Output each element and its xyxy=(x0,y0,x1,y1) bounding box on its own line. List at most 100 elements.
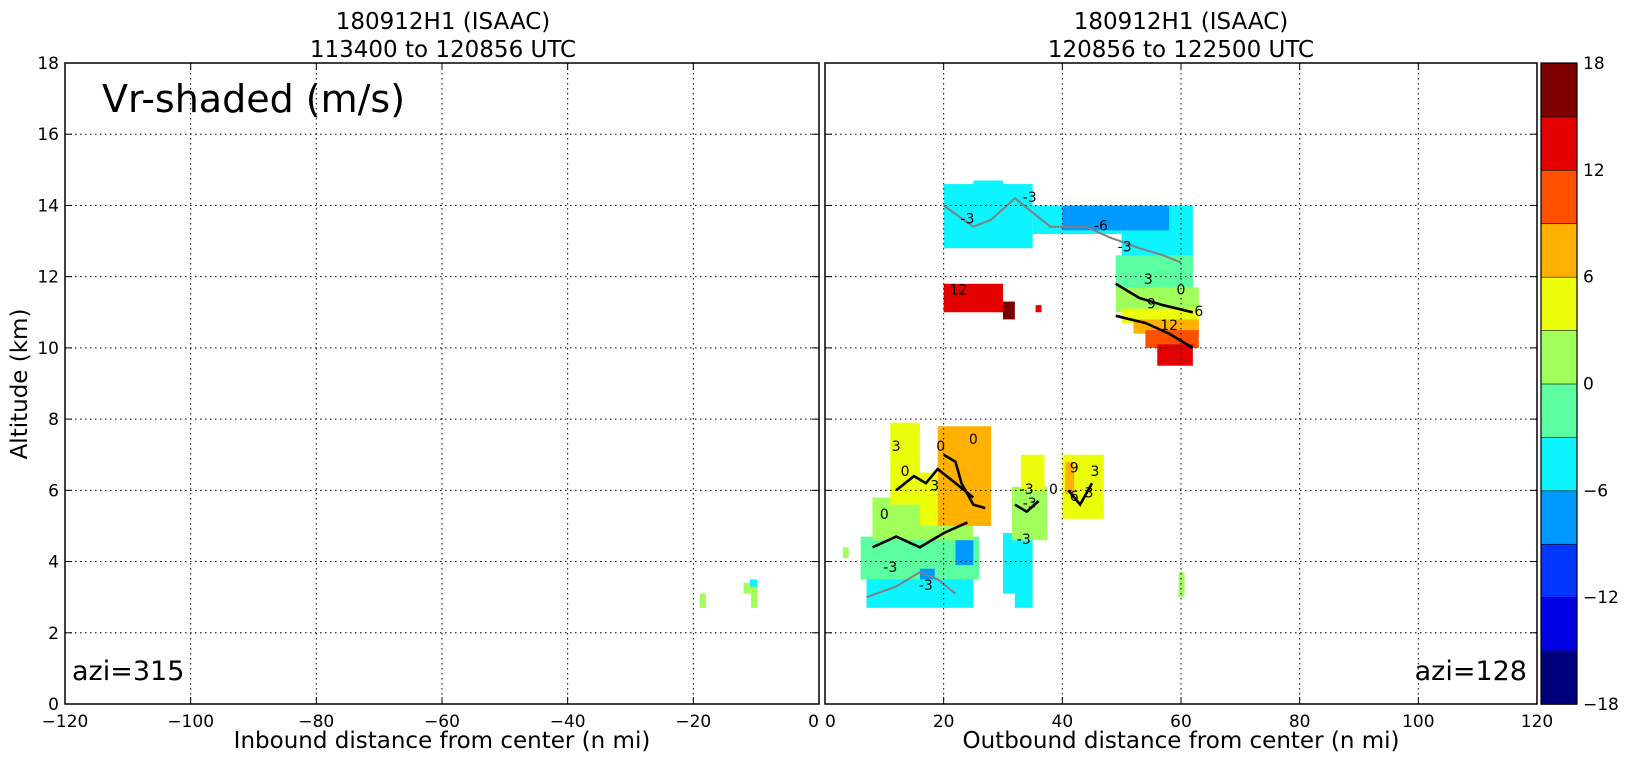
right-data-cell xyxy=(1014,540,1033,608)
left-grid xyxy=(65,63,819,704)
right-data-cell xyxy=(1133,319,1199,334)
right-title-line2: 120856 to 122500 UTC xyxy=(1048,37,1314,63)
colorbar-band xyxy=(1540,329,1578,385)
right-contour-label: 0 xyxy=(1177,282,1186,298)
y-tick-label: 6 xyxy=(48,481,59,501)
left-x-ticks: −120 −100 −80 −60 −40 −20 0 xyxy=(42,63,820,732)
right-x-tick-label: 40 xyxy=(1052,712,1074,732)
colorbar-tick-label: 6 xyxy=(1583,268,1594,288)
colorbar-tick-label: 18 xyxy=(1583,54,1605,74)
right-contour-label: -3 xyxy=(1023,496,1037,512)
y-tick-label: 0 xyxy=(48,695,59,715)
right-contour-label: -3 xyxy=(1020,482,1034,498)
right-contour-label: 12 xyxy=(950,282,968,298)
right-contour-line xyxy=(895,467,975,499)
right-data-cell xyxy=(1065,461,1075,494)
left-x-tick-label: −100 xyxy=(167,712,214,732)
right-title-line1: 180912H1 (ISAAC) xyxy=(1074,9,1289,35)
left-y-ticks: 0 2 4 6 8 10 12 14 16 18 xyxy=(37,54,819,715)
colorbar-band xyxy=(1540,383,1578,438)
right-data-cell xyxy=(1011,486,1048,541)
right-x-ticks: 0 20 40 60 80 100 120 xyxy=(824,62,1553,732)
right-x-tick-label: 60 xyxy=(1170,712,1192,732)
colorbar-frame xyxy=(1540,62,1578,705)
left-x-tick-label: −60 xyxy=(424,712,460,732)
right-contour-label: -6 xyxy=(1094,218,1108,234)
left-panel: 180912H1 (ISAAC) 113400 to 120856 UTC −1… xyxy=(7,9,820,754)
colorbar-tick-label: −12 xyxy=(1583,588,1619,608)
y-tick-label: 14 xyxy=(37,196,59,216)
colorbar: −18 −12 −6 0 6 12 18 xyxy=(1540,54,1619,715)
right-contour-label: 3 xyxy=(1091,464,1100,480)
right-contour-label: 12 xyxy=(1160,318,1178,334)
right-azimuth-label: azi=128 xyxy=(1415,656,1527,687)
colorbar-band xyxy=(1540,596,1578,652)
right-contour-label: -3 xyxy=(1017,532,1031,548)
colorbar-ticks: −18 −12 −6 0 6 12 18 xyxy=(1583,54,1619,715)
right-contour-line xyxy=(1115,282,1194,314)
colorbar-bands xyxy=(1540,62,1578,705)
right-grid xyxy=(825,63,1537,704)
right-data-cells xyxy=(842,180,1199,608)
right-data-cell xyxy=(955,540,974,566)
left-title-line1: 180912H1 (ISAAC) xyxy=(336,9,551,35)
right-data-cell xyxy=(1020,454,1045,491)
y-tick-label: 16 xyxy=(37,125,59,145)
colorbar-band xyxy=(1540,650,1578,705)
left-data-cell xyxy=(751,590,758,608)
colorbar-band xyxy=(1540,543,1578,598)
right-contour-label: -3 xyxy=(1118,240,1132,256)
right-contour-line xyxy=(943,196,1182,264)
y-tick-label: 10 xyxy=(37,339,59,359)
colorbar-band xyxy=(1540,62,1578,118)
right-data-cell xyxy=(1035,305,1042,313)
colorbar-tick-label: 12 xyxy=(1583,161,1605,181)
left-title-line2: 113400 to 120856 UTC xyxy=(310,37,576,63)
left-x-tick-label: −120 xyxy=(42,712,89,732)
left-data-cell xyxy=(743,582,758,594)
right-data-cell xyxy=(842,547,849,558)
right-contour-label: 0 xyxy=(969,432,978,448)
right-data-cell xyxy=(1157,344,1193,366)
colorbar-band xyxy=(1540,490,1578,545)
right-x-tick-label: 20 xyxy=(933,712,955,732)
y-tick-label: 2 xyxy=(48,624,59,644)
colorbar-band xyxy=(1540,116,1578,171)
colorbar-tick-label: −18 xyxy=(1583,695,1619,715)
y-tick-label: 4 xyxy=(48,553,59,573)
right-contour-line xyxy=(1014,500,1040,514)
right-contour-label: 3 xyxy=(930,478,939,494)
colorbar-tick-label: −6 xyxy=(1583,481,1608,501)
y-tick-label: 18 xyxy=(37,54,59,74)
right-data-cell xyxy=(1003,301,1015,320)
right-contour-line xyxy=(1067,482,1094,507)
colorbar-band xyxy=(1540,276,1578,331)
right-contour-label: 6 xyxy=(1194,304,1203,320)
right-contour-label: -3 xyxy=(919,578,933,594)
left-azimuth-label: azi=315 xyxy=(72,656,184,687)
right-data-cell xyxy=(1178,572,1185,598)
right-data-cell xyxy=(973,180,1003,195)
right-data-cell xyxy=(919,472,938,526)
left-x-tick-label: −80 xyxy=(298,712,334,732)
right-x-tick-label: 100 xyxy=(1402,712,1434,732)
right-contour-label: 6 xyxy=(1070,489,1079,505)
right-x-tick-label: 80 xyxy=(1289,712,1311,732)
left-data-cells xyxy=(699,579,758,608)
left-x-tick-label: −20 xyxy=(675,712,711,732)
right-contour-line xyxy=(943,453,986,510)
y-tick-label: 12 xyxy=(37,268,59,288)
right-contour-label: 0 xyxy=(901,464,910,480)
right-contour-label: 0 xyxy=(1049,482,1058,498)
right-contour-label: -3 xyxy=(1023,190,1037,206)
right-x-axis-label: Outbound distance from center (n mi) xyxy=(963,728,1400,754)
right-x-tick-label: 120 xyxy=(1521,712,1553,732)
right-panel: 180912H1 (ISAAC) 120856 to 122500 UTC 0 2… xyxy=(824,9,1553,754)
left-x-axis-label: Inbound distance from center (n mi) xyxy=(234,728,651,754)
right-data-cell xyxy=(919,568,935,580)
left-x-tick-label: −40 xyxy=(550,712,586,732)
left-x-tick-label: 0 xyxy=(808,712,819,732)
right-contour-label: 9 xyxy=(1070,461,1079,477)
